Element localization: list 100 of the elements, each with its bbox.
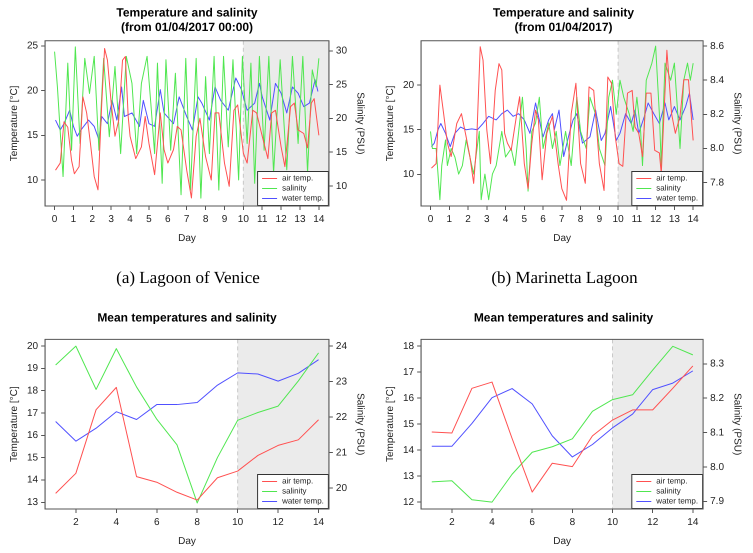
x-tick-label: 10: [238, 214, 250, 225]
y2-tick-label: 8.4: [710, 74, 724, 86]
legend-label: salinity: [656, 486, 681, 496]
x-tick-label: 4: [502, 214, 509, 225]
y2-tick-label: 8.2: [710, 392, 724, 404]
y-tick-label: 18: [27, 385, 39, 396]
legend-label: water temp.: [281, 194, 324, 203]
y2-tick-label: 22: [336, 412, 348, 423]
x-tick-label: 14: [687, 516, 699, 528]
x-tick-label: 6: [165, 214, 172, 225]
legend-label: salinity: [656, 184, 681, 193]
x-tick-label: 6: [154, 516, 160, 528]
y2-tick-label: 7.9: [710, 496, 724, 508]
x-tick-label: 2: [449, 516, 456, 528]
chart-title: Mean temperatures and salinity: [474, 310, 654, 325]
y2-tick-label: 24: [336, 340, 348, 352]
x-axis-title: Day: [178, 536, 196, 547]
x-tick-label: 7: [559, 214, 566, 225]
chart-subtitle: (from 01/04/2017 00:00): [120, 20, 254, 34]
legend-label: salinity: [282, 184, 307, 193]
y-axis-title: Temperature [°C]: [8, 85, 20, 162]
x-tick-label: 11: [632, 214, 642, 225]
x-axis-title: Day: [553, 536, 572, 547]
x-tick-label: 1: [70, 214, 77, 225]
y-tick-label: 10: [27, 174, 39, 186]
x-tick-label: 10: [606, 516, 619, 528]
y-tick-label: 19: [27, 363, 39, 374]
y2-axis-title: Salinity (PSU): [354, 92, 366, 155]
text: (a) Lagoon of Venice: [116, 268, 260, 288]
y-tick-label: 15: [403, 418, 415, 430]
y2-tick-label: 7.8: [710, 177, 724, 188]
x-tick-label: 9: [596, 214, 603, 225]
chart-title: Temperature and salinity: [116, 6, 258, 20]
y-tick-label: 15: [27, 130, 39, 142]
y2-axis-title: Salinity (PSU): [731, 92, 742, 155]
y-tick-label: 20: [403, 80, 415, 91]
y-tick-label: 18: [403, 340, 415, 352]
x-tick-label: 5: [146, 214, 152, 225]
x-tick-label: 4: [114, 516, 120, 528]
y2-tick-label: 8.3: [710, 358, 724, 370]
y-tick-label: 14: [403, 444, 415, 456]
y2-tick-label: 8.6: [710, 40, 724, 52]
legend-label: salinity: [282, 486, 307, 496]
legend-label: air temp.: [282, 476, 314, 486]
y2-tick-label: 20: [336, 113, 348, 124]
x-tick-label: 13: [668, 214, 680, 225]
y2-tick-label: 20: [336, 482, 348, 494]
y2-tick-label: 23: [336, 376, 348, 388]
y-tick-label: 25: [27, 40, 39, 52]
x-tick-label: 8: [202, 214, 209, 225]
y-tick-label: 20: [27, 340, 39, 352]
x-tick-label: 2: [73, 516, 80, 528]
y2-axis-title: Salinity (PSU): [354, 393, 366, 456]
y-tick-label: 17: [27, 408, 39, 419]
x-tick-label: 0: [428, 214, 434, 225]
x-tick-label: 1: [446, 214, 452, 225]
x-tick-label: 2: [465, 214, 472, 225]
text: (b) Marinetta Lagoon: [491, 268, 638, 288]
x-tick-label: 12: [647, 516, 659, 528]
x-tick-label: 8: [578, 214, 584, 225]
y2-tick-label: 25: [336, 79, 348, 90]
y-tick-label: 15: [403, 124, 415, 136]
x-tick-label: 5: [522, 214, 528, 225]
x-tick-label: 6: [540, 214, 546, 225]
y-tick-label: 14: [27, 474, 39, 486]
legend-label: air temp.: [656, 476, 688, 486]
y-tick-label: 12: [403, 496, 415, 508]
x-tick-label: 8: [570, 516, 576, 528]
x-tick-label: 12: [276, 214, 288, 225]
x-tick-label: 4: [489, 516, 496, 528]
x-tick-label: 14: [688, 214, 700, 225]
x-tick-label: 13: [294, 214, 306, 225]
x-tick-label: 6: [529, 516, 536, 528]
chart-title: Mean temperatures and salinity: [97, 310, 278, 325]
x-tick-label: 12: [650, 214, 662, 225]
y2-tick-label: 21: [336, 447, 348, 458]
x-tick-label: 3: [484, 214, 490, 225]
y-tick-label: 13: [403, 470, 415, 482]
y-tick-label: 10: [403, 169, 415, 180]
y2-tick-label: 15: [336, 146, 348, 158]
x-tick-label: 7: [184, 214, 190, 225]
y-axis-title: Temperature [°C]: [384, 386, 396, 462]
x-tick-label: 9: [222, 214, 228, 225]
x-tick-label: 3: [108, 214, 114, 225]
legend-label: air temp.: [656, 174, 688, 183]
chart-title: Temperature and salinity: [492, 6, 634, 20]
legend-label: water temp.: [655, 194, 698, 203]
y-axis-title: Temperature [°C]: [384, 85, 396, 162]
y-axis-title: Temperature [°C]: [8, 386, 20, 462]
y2-tick-label: 10: [336, 180, 348, 192]
y2-tick-label: 8.2: [710, 109, 724, 120]
x-tick-label: 10: [232, 516, 244, 528]
y-tick-label: 16: [27, 430, 39, 442]
y-tick-label: 13: [27, 497, 39, 508]
x-tick-label: 4: [127, 214, 134, 225]
x-tick-label: 12: [272, 516, 284, 528]
legend-label: water temp.: [281, 496, 324, 506]
y-tick-label: 20: [27, 85, 39, 96]
y-tick-label: 17: [403, 366, 415, 378]
x-axis-title: Day: [178, 232, 196, 244]
